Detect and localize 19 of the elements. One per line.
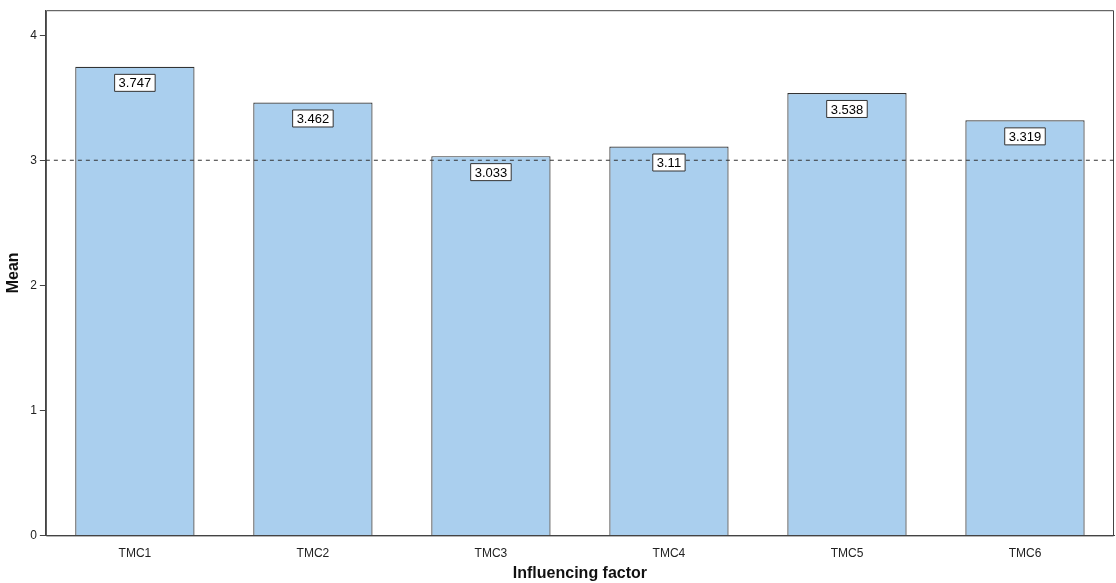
data-label: 3.747 (118, 75, 152, 91)
y-tick-label: 0 (30, 527, 38, 542)
y-axis-title: Mean (4, 252, 22, 294)
x-tick-label: TMC2 (296, 545, 330, 560)
x-tick-label: TMC1 (118, 545, 152, 560)
x-tick-label: TMC3 (474, 545, 508, 560)
data-label: 3.033 (474, 164, 508, 180)
data-label: 3.538 (830, 101, 864, 117)
data-label: 3.319 (1008, 128, 1042, 144)
x-axis-title: Influencing factor (512, 563, 648, 581)
y-tick-label: 4 (30, 27, 38, 42)
y-tick-label: 2 (30, 277, 38, 292)
data-label: 3.11 (656, 155, 682, 171)
y-tick-label: 1 (30, 402, 38, 417)
x-tick-label: TMC6 (1008, 545, 1042, 560)
data-label: 3.462 (296, 111, 330, 127)
y-tick-label: 3 (30, 152, 38, 167)
x-tick-label: TMC4 (652, 545, 686, 560)
x-tick-label: TMC5 (830, 545, 864, 560)
